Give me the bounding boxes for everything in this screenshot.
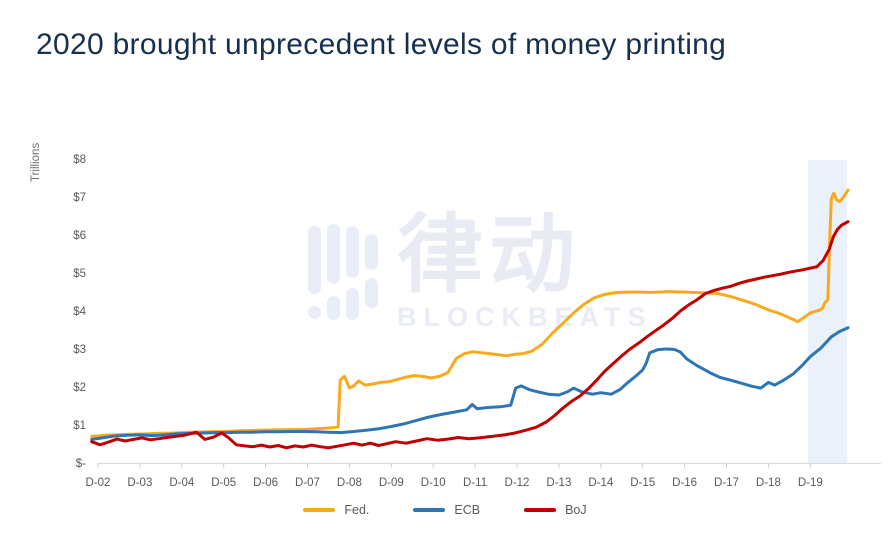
x-tick-label: D-12 [505, 477, 530, 489]
y-tick-label: $4 [73, 306, 86, 318]
y-tick-label: $1 [73, 420, 86, 432]
x-tick-label: D-15 [630, 477, 655, 489]
series-line-fed [90, 188, 850, 438]
x-tick-label: D-02 [86, 477, 111, 489]
legend-item-ecb: ECB [413, 503, 480, 517]
series-line-boj [90, 220, 850, 450]
watermark-cjk-text: 律动 [397, 207, 581, 303]
watermark-text: 律动 BLOCKBEATS [397, 212, 653, 333]
y-tick-label: $8 [73, 154, 86, 166]
x-tick-label: D-04 [169, 477, 195, 489]
blockbeats-logo-icon [305, 218, 385, 326]
legend-item-fed: Fed. [303, 503, 369, 517]
x-tick-label: D-03 [127, 477, 152, 489]
series-line-ecb [90, 326, 850, 441]
y-tick-label: $5 [73, 268, 86, 280]
x-tick-label: D-13 [546, 477, 571, 489]
page-title: 2020 brought unprecedent levels of money… [36, 28, 727, 61]
y-tick-label: $- [76, 458, 86, 470]
chart-legend: Fed. ECB BoJ [0, 503, 890, 517]
x-tick-label: D-14 [588, 477, 614, 489]
y-tick-label: $7 [73, 192, 86, 204]
x-tick-label: D-18 [756, 477, 781, 489]
boj-line-swatch [524, 508, 557, 512]
x-tick-label: D-16 [672, 477, 697, 489]
x-tick-label: D-07 [295, 477, 320, 489]
x-tick-label: D-05 [211, 477, 236, 489]
y-tick-label: $2 [73, 382, 86, 394]
ecb-line-swatch [413, 508, 446, 512]
y-tick-label: $6 [73, 230, 86, 242]
fed-line-swatch [303, 508, 336, 512]
x-tick-label: D-19 [798, 477, 823, 489]
legend-item-boj: BoJ [524, 503, 587, 517]
x-tick-label: D-09 [379, 477, 404, 489]
x-tick-label: D-10 [421, 477, 446, 489]
x-tick-label: D-06 [253, 477, 278, 489]
ecb-legend-label: ECB [454, 503, 481, 517]
y-tick-label: $3 [73, 344, 86, 356]
fed-legend-label: Fed. [344, 503, 370, 517]
boj-legend-label: BoJ [565, 503, 587, 517]
watermark-latin-text: BLOCKBEATS [397, 302, 653, 332]
blockbeats-watermark: 律动 BLOCKBEATS [305, 212, 653, 333]
x-tick-label: D-11 [463, 477, 487, 489]
x-tick-label: D-08 [337, 477, 362, 489]
x-tick-label: D-17 [714, 477, 739, 489]
